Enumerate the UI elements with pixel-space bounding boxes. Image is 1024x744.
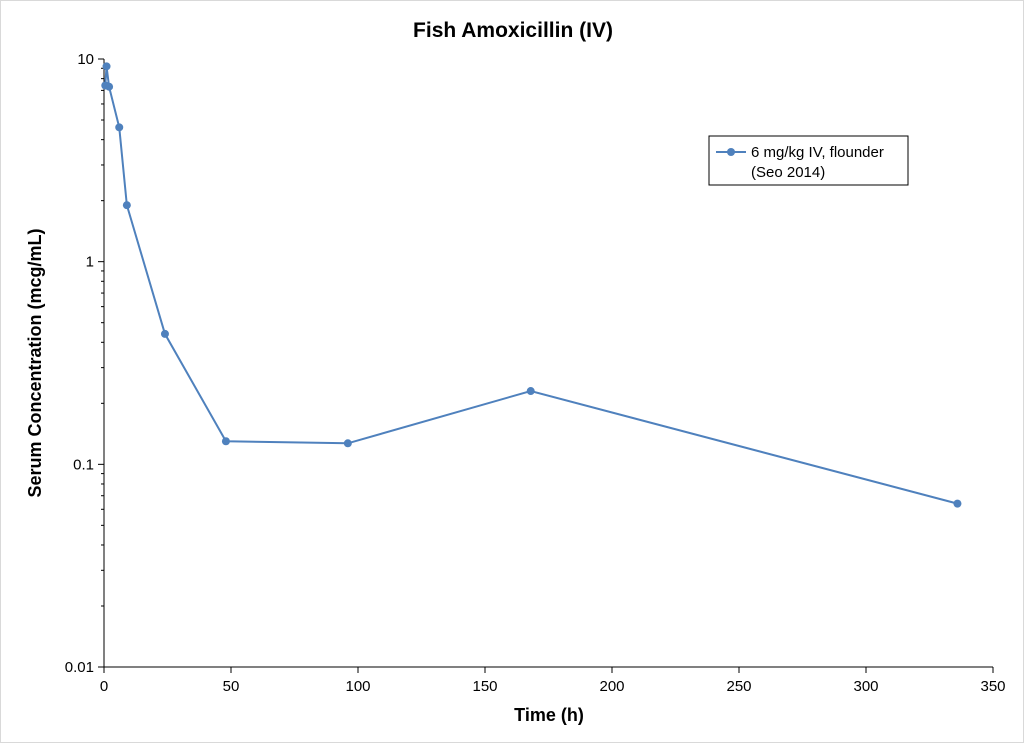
legend-dot-marker <box>727 148 735 156</box>
data-point <box>115 123 124 132</box>
x-tick-label: 350 <box>980 678 1005 695</box>
x-tick-label: 0 <box>100 678 108 695</box>
axes <box>103 59 993 668</box>
x-tick-label: 50 <box>223 678 240 695</box>
legend-label-line-1: 6 mg/kg IV, flounder <box>751 144 884 161</box>
legend: 6 mg/kg IV, flounder (Seo 2014) <box>708 135 909 186</box>
data-point <box>343 439 352 448</box>
series-line <box>104 66 958 505</box>
series-group <box>101 62 962 508</box>
y-tick-label: 0.1 <box>73 456 94 473</box>
x-tick-label: 200 <box>599 678 624 695</box>
y-tick-label: 10 <box>77 51 94 68</box>
chart-title: Fish Amoxicillin (IV) <box>413 19 613 42</box>
y-tick-label: 0.01 <box>65 659 94 676</box>
legend-box <box>708 135 909 186</box>
data-point <box>105 82 114 91</box>
data-point <box>122 201 131 210</box>
x-tick-label: 300 <box>853 678 878 695</box>
y-axis-title: Serum Concentration (mcg/mL) <box>25 228 45 497</box>
legend-label-line-2: (Seo 2014) <box>751 164 825 181</box>
data-point <box>221 437 230 446</box>
x-tick-label: 100 <box>345 678 370 695</box>
x-axis-title: Time (h) <box>514 705 584 725</box>
data-point <box>160 329 169 338</box>
data-point <box>526 387 535 396</box>
data-point <box>102 62 111 71</box>
y-ticks: 0.01 0.1 1 10 <box>65 51 104 676</box>
data-point <box>953 499 962 508</box>
x-ticks: 0 50 100 150 200 250 300 350 <box>100 667 1006 695</box>
y-tick-label: 1 <box>86 254 94 271</box>
x-tick-label: 250 <box>726 678 751 695</box>
x-tick-label: 150 <box>472 678 497 695</box>
